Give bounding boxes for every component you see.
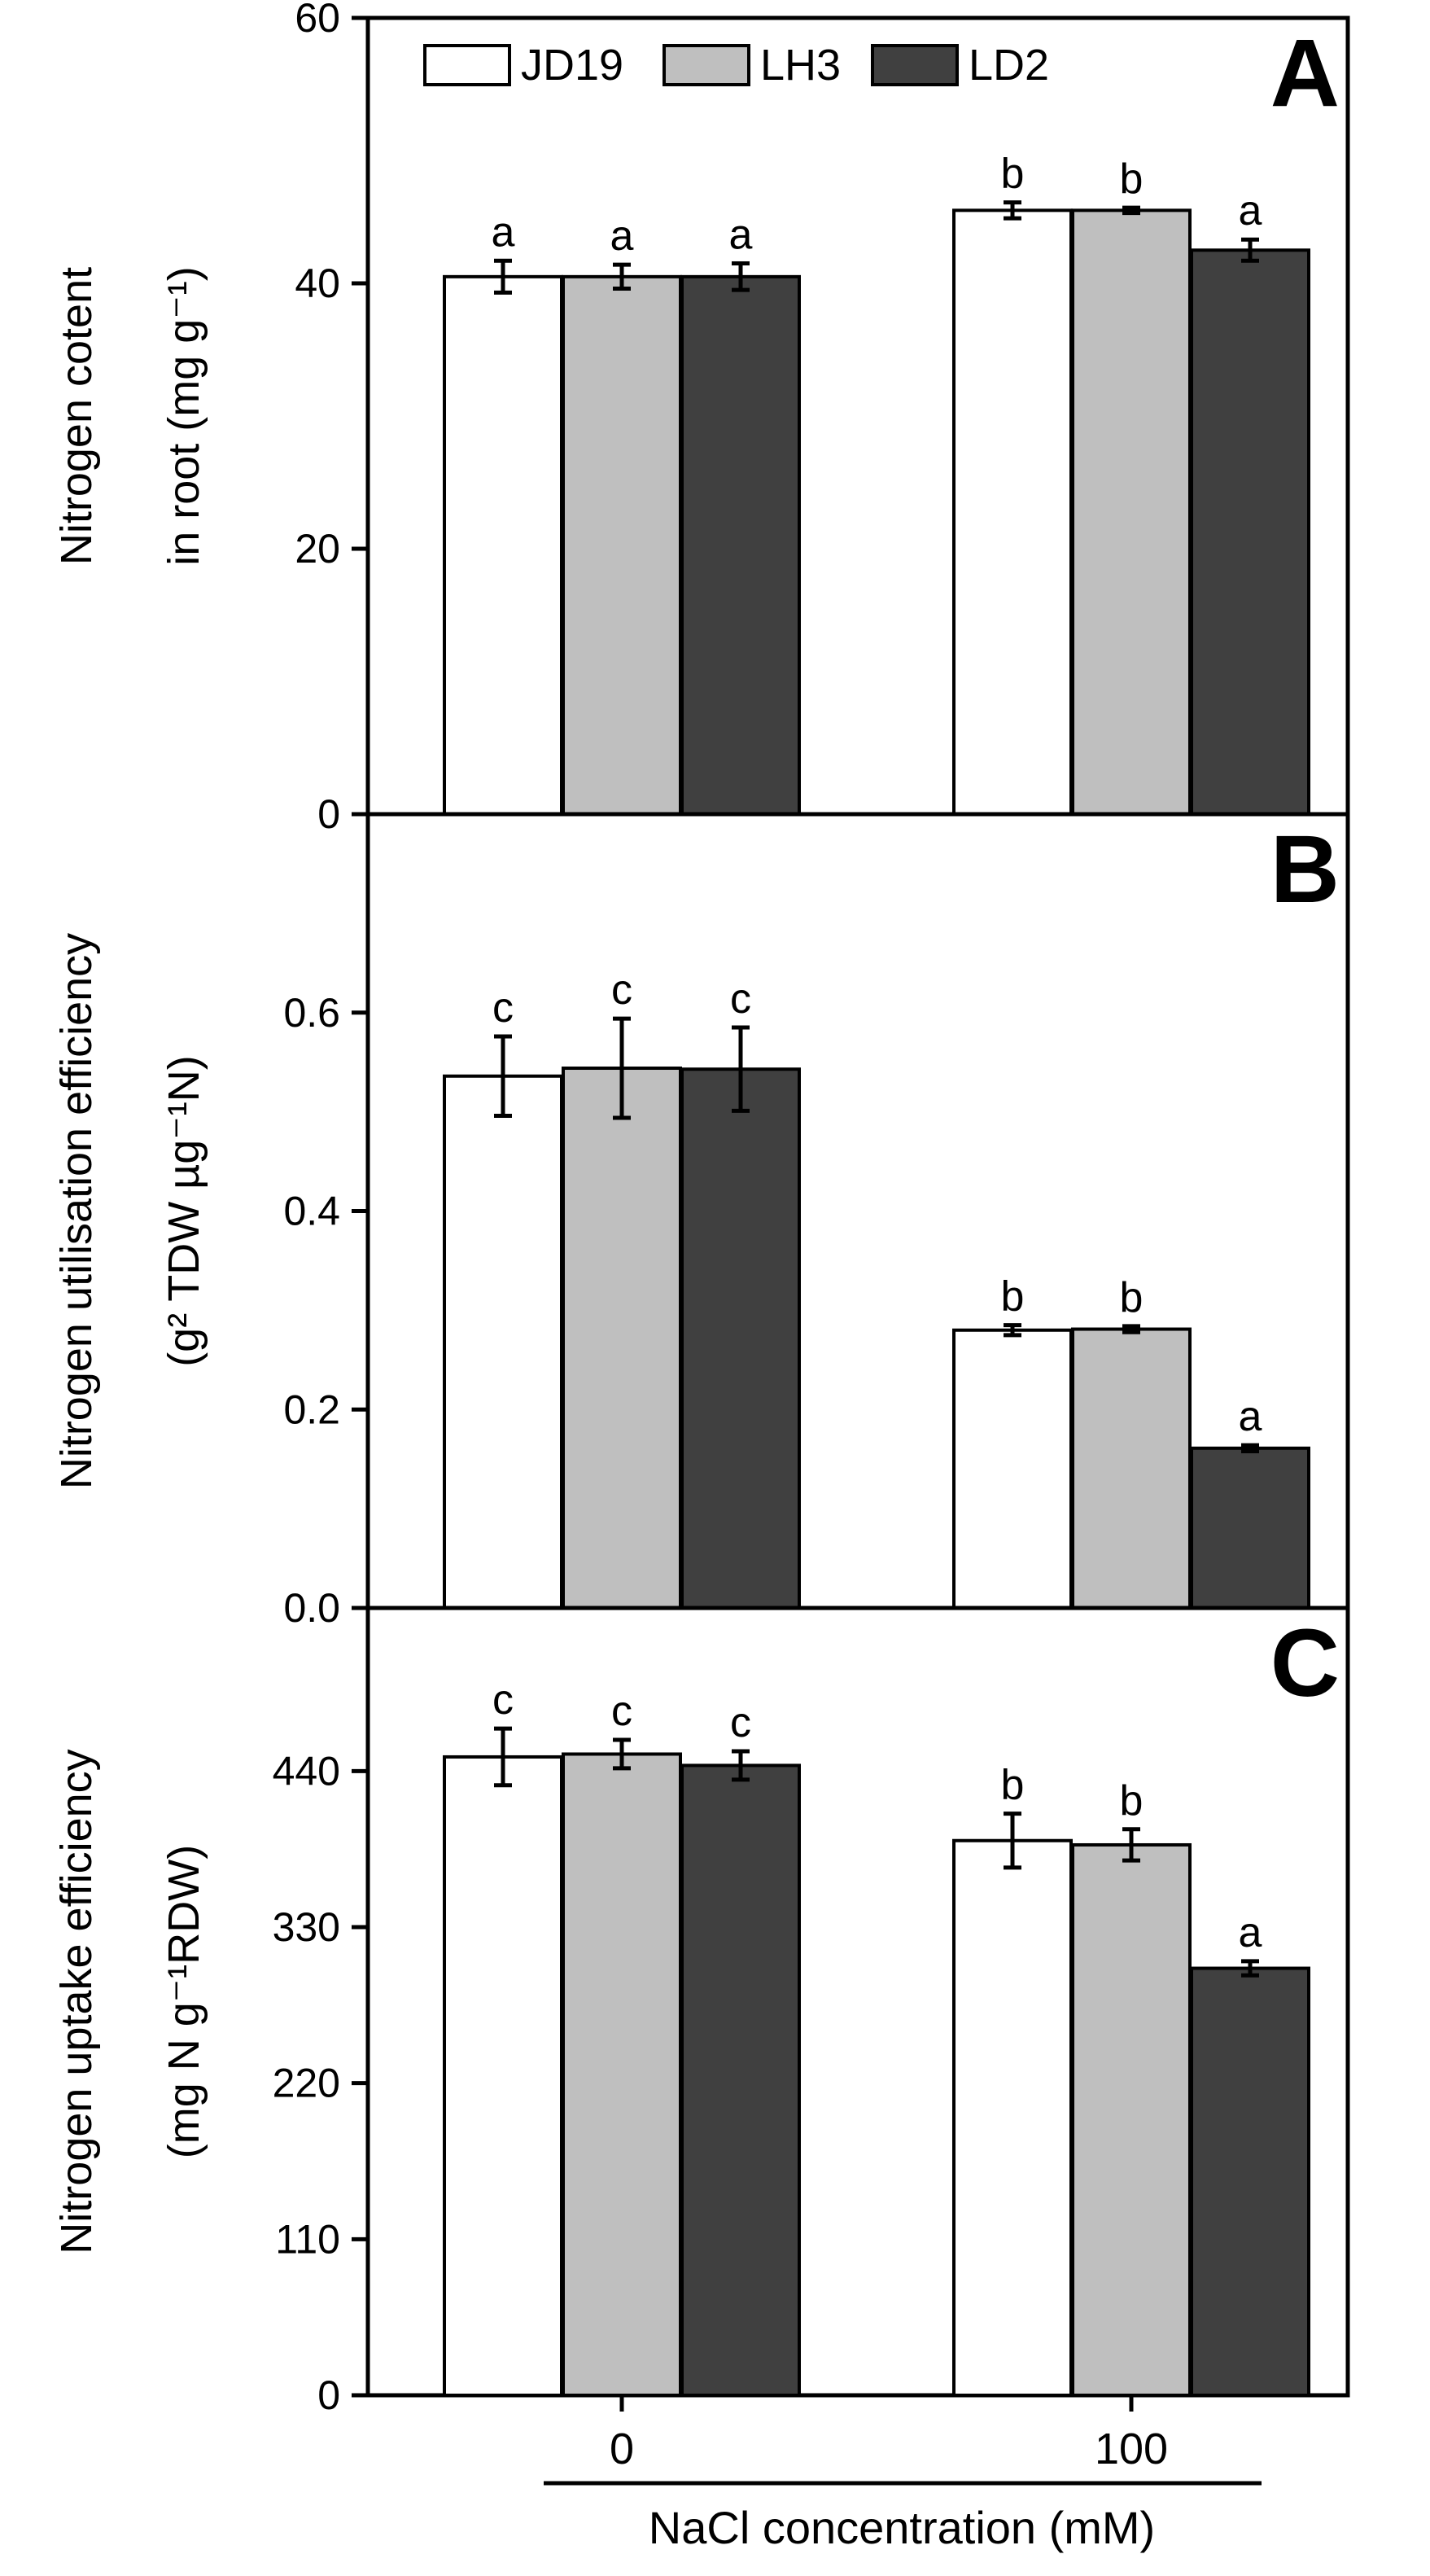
bar-ld2-100 bbox=[1190, 1446, 1310, 1610]
bar-lh3-100 bbox=[1071, 1842, 1192, 2397]
x-axis-title: NaCl concentration (mM) bbox=[649, 2502, 1155, 2553]
y-tick-label: 0 bbox=[317, 2372, 340, 2418]
panel-c: 0 110 220 330 440 Nitrogen uptake efficiency (… bbox=[52, 1606, 1350, 2418]
significance-letter: b bbox=[1120, 1274, 1144, 1321]
plot-frame bbox=[365, 1606, 1350, 2398]
legend: JD19 LH3 LD2 bbox=[423, 41, 1049, 90]
significance-letter: b bbox=[1001, 151, 1025, 198]
significance-letter: b bbox=[1001, 1273, 1025, 1321]
significance-letter: b bbox=[1120, 1777, 1144, 1825]
bar-lh3-0 bbox=[562, 274, 682, 817]
legend-label-lh3: LH3 bbox=[760, 41, 841, 90]
bar-lh3-100 bbox=[1071, 208, 1192, 817]
y-axis-title-units: in root (mg g⁻¹) bbox=[160, 266, 208, 566]
legend-label-jd19: JD19 bbox=[521, 41, 623, 90]
y-tick-label: 40 bbox=[295, 261, 340, 306]
y-axis-title: Nitrogen uptake efficiency bbox=[52, 1749, 101, 2254]
significance-letter: c bbox=[730, 1699, 751, 1746]
x-tick-label: 100 bbox=[1095, 2425, 1168, 2473]
significance-letter: c bbox=[611, 1688, 632, 1735]
y-tick-label: 0.2 bbox=[283, 1387, 340, 1432]
y-tick-label: 110 bbox=[275, 2216, 340, 2262]
x-axis: 0 100 NaCl concentration (mM) bbox=[544, 2395, 1262, 2553]
y-tick-label: 440 bbox=[273, 1748, 340, 1794]
significance-letter: a bbox=[1239, 1909, 1262, 1956]
bar-lh3-0 bbox=[562, 1067, 682, 1610]
significance-letter: a bbox=[729, 212, 753, 259]
bar-ld2-0 bbox=[680, 274, 801, 817]
bar-lh3-100 bbox=[1071, 1327, 1192, 1610]
significance-letter: b bbox=[1001, 1762, 1025, 1809]
y-axis-title: Nitrogen utilisation efficiency bbox=[52, 933, 101, 1489]
y-tick-label: 0.6 bbox=[283, 990, 340, 1036]
bar-jd19-100 bbox=[952, 1328, 1073, 1610]
panel-a: 0 20 40 60 Nitrogen cotent in root (mg g⁻¹) Aa… bbox=[52, 0, 1350, 837]
bar-ld2-0 bbox=[680, 1763, 801, 2397]
legend-swatch-ld2 bbox=[871, 44, 959, 86]
legend-swatch-lh3 bbox=[663, 44, 750, 86]
legend-swatch-jd19 bbox=[423, 44, 511, 86]
bar-ld2-0 bbox=[680, 1067, 801, 1610]
panel-letter: B bbox=[1270, 816, 1340, 923]
significance-letter: a bbox=[610, 212, 634, 260]
bar-jd19-0 bbox=[443, 1074, 563, 1610]
panel-letter: C bbox=[1270, 1610, 1340, 1717]
y-tick-label: 60 bbox=[295, 0, 340, 41]
y-tick-label: 220 bbox=[273, 2061, 340, 2106]
y-tick-label: 330 bbox=[273, 1904, 340, 1950]
panel-letter: A bbox=[1270, 20, 1340, 127]
bar-lh3-0 bbox=[562, 1752, 682, 2397]
significance-letter: c bbox=[611, 966, 632, 1014]
significance-letter: b bbox=[1120, 156, 1144, 203]
significance-letter: c bbox=[492, 984, 514, 1032]
y-tick-label: 0.0 bbox=[283, 1585, 340, 1631]
significance-letter: a bbox=[1239, 187, 1262, 234]
significance-letter: c bbox=[492, 1676, 514, 1724]
bar-jd19-100 bbox=[952, 1838, 1073, 2397]
significance-letter: a bbox=[1239, 1393, 1262, 1440]
panel-b: 0.0 0.2 0.4 0.6 Nitrogen utilisation efficie… bbox=[52, 812, 1350, 1631]
bar-ld2-100 bbox=[1190, 1966, 1310, 2397]
significance-letter: c bbox=[730, 975, 751, 1023]
significance-letter: a bbox=[492, 208, 515, 256]
y-tick-label: 0 bbox=[317, 791, 340, 837]
bar-jd19-0 bbox=[443, 1755, 563, 2398]
y-tick-label: 0.4 bbox=[283, 1189, 340, 1234]
y-axis-title-units: (g² TDW µg⁻¹N) bbox=[160, 1055, 208, 1367]
y-axis-title: Nitrogen cotent bbox=[52, 267, 101, 565]
bar-jd19-100 bbox=[952, 208, 1073, 817]
bar-jd19-0 bbox=[443, 274, 563, 817]
y-tick-label: 20 bbox=[295, 526, 340, 572]
y-axis-title-units: (mg N g⁻¹RDW) bbox=[160, 1845, 208, 2158]
x-tick-label: 0 bbox=[610, 2425, 634, 2473]
bar-ld2-100 bbox=[1190, 248, 1310, 816]
legend-label-ld2: LD2 bbox=[969, 41, 1049, 90]
